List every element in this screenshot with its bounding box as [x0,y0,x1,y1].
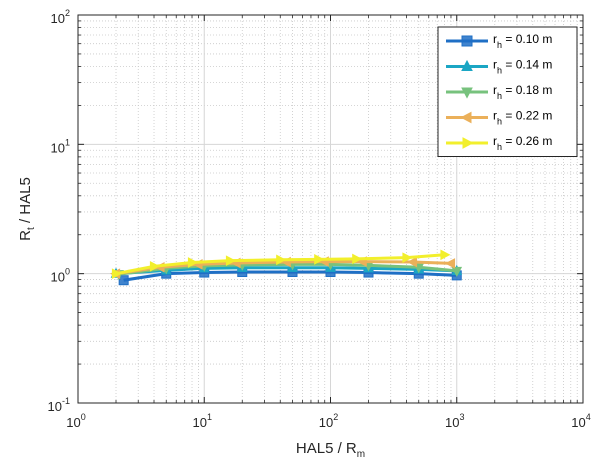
legend-label-sub: h [497,91,502,101]
y-tick-base: 10 [48,399,62,414]
legend-marker [461,87,473,99]
legend-label-pre: r [493,83,497,97]
data-point [225,255,237,267]
data-point [352,253,363,265]
legend-label-post: = 0.18 m [502,83,552,97]
x-tick-label: 103 [445,412,464,430]
y-tick-exp: 2 [65,8,70,18]
x-axis-label-main: HAL5 / R [296,440,357,457]
y-tick-exp: 0 [65,267,70,277]
x-tick-base: 10 [445,415,459,430]
data-point [187,257,199,268]
x-tick-exp: 3 [459,412,464,422]
y-tick-label: 100 [51,267,70,285]
x-tick-exp: 4 [586,412,591,422]
legend-label-pre: r [493,109,497,123]
legend-label: rh = 0.26 m [493,134,552,152]
data-point [314,254,325,265]
data-point [406,256,418,268]
y-tick-base: 10 [51,11,65,26]
y-axis-label-main: R [17,230,34,241]
legend-marker [460,111,472,124]
y-tick-label: 102 [51,8,70,26]
legend-label: rh = 0.18 m [493,83,552,101]
y-axis-label-sub: t [26,227,37,230]
data-point [451,266,463,277]
legend-marker [461,35,473,47]
legend-item: rh = 0.18 m [446,83,552,101]
x-axis-label: HAL5 / Rm [296,440,365,460]
legend: rh = 0.10 mrh = 0.14 mrh = 0.18 mrh = 0.… [437,26,578,157]
x-tick-label: 102 [319,412,338,430]
legend-label: rh = 0.10 m [493,32,552,50]
y-tick-label: 101 [51,137,70,155]
x-axis-label-sub: m [357,449,365,460]
legend-label-sub: h [497,117,502,127]
legend-label-post: = 0.10 m [502,32,552,46]
data-point [149,260,161,272]
data-point [111,268,123,279]
legend-label-sub: h [497,142,502,152]
legend-item: rh = 0.10 m [446,32,552,50]
x-tick-base: 10 [571,415,585,430]
y-axis-label-rest: / HAL5 [17,177,34,227]
series-layer [109,249,463,286]
x-tick-base: 10 [66,415,80,430]
series-5 [111,249,451,279]
data-point [276,254,287,266]
x-tick-exp: 0 [81,412,86,422]
axis-ticks [77,14,584,404]
data-point [444,258,456,269]
data-point [118,275,129,286]
legend-label-sub: h [497,40,502,50]
legend-label: rh = 0.22 m [493,109,552,127]
legend-label: rh = 0.14 m [493,58,552,76]
y-tick-base: 10 [51,140,65,155]
x-tick-label: 100 [66,412,85,430]
legend-marker [461,59,473,71]
x-tick-exp: 2 [333,412,338,422]
x-tick-label: 101 [193,412,212,430]
y-axis-label: Rt / HAL5 [17,177,37,241]
x-tick-exp: 1 [207,412,212,422]
y-tick-base: 10 [51,270,65,285]
y-tick-label: 10-1 [48,396,70,414]
legend-label-pre: r [493,58,497,72]
legend-label-pre: r [493,134,497,148]
legend-label-post: = 0.26 m [502,134,552,148]
x-tick-label: 104 [571,412,590,430]
data-point [440,249,451,261]
legend-label-pre: r [493,32,497,46]
x-tick-base: 10 [193,415,207,430]
x-tick-base: 10 [319,415,333,430]
legend-item: rh = 0.26 m [446,134,552,152]
y-tick-exp: 1 [65,137,70,147]
legend-label-post: = 0.22 m [502,109,552,123]
legend-item: rh = 0.22 m [446,109,552,127]
legend-label-post: = 0.14 m [502,58,552,72]
legend-marker [462,137,474,149]
legend-item: rh = 0.14 m [446,58,552,76]
data-point [402,252,413,263]
legend-label-sub: h [497,66,502,76]
x-tick-labels: 100 101 102 103 104 [66,412,590,430]
y-tick-exp: -1 [62,396,70,406]
